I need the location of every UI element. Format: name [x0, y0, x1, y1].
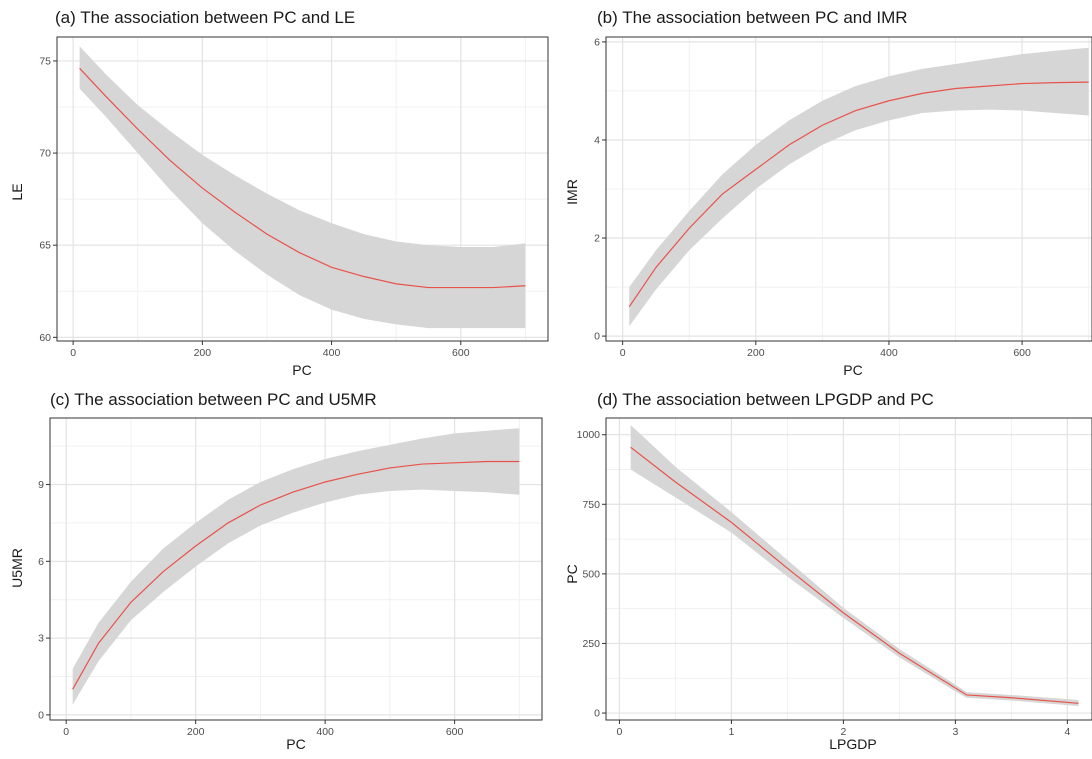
panel-d-gridlines [606, 418, 1092, 720]
y-tick-label: 0 [38, 709, 44, 721]
panel-c-title: (c) The association between PC and U5MR [50, 390, 377, 409]
panel-c-plot: 0 200 400 600 0 3 6 9 [38, 417, 543, 738]
y-tick-label: 0 [594, 331, 600, 343]
panel-a-plot: 0 200 400 600 60 65 70 75 [39, 36, 549, 359]
panel-b-fit-line [628, 81, 1089, 308]
panel-b-y-axis-title: IMR [564, 179, 580, 205]
x-tick-label: 400 [316, 726, 334, 738]
y-tick-label: 250 [582, 638, 600, 650]
x-tick-label: 400 [880, 347, 898, 359]
x-tick-label: 400 [323, 347, 341, 359]
panel-b-plot: 0 200 400 600 0 2 4 6 [594, 36, 1092, 359]
y-tick-label: 0 [594, 708, 600, 720]
x-tick-label: 3 [952, 726, 958, 738]
panel-a-y-axis-title: LE [9, 183, 25, 200]
panel-c-x-axis-title: PC [286, 736, 305, 752]
panel-b-confidence-band [629, 47, 1089, 327]
y-tick-label: 2 [594, 233, 600, 245]
panel-c-y-axis-title: U5MR [9, 548, 25, 588]
panel-c: (c) The association between PC and U5MR … [9, 390, 543, 752]
panel-d-title: (d) The association between LPGDP and PC [597, 390, 934, 409]
panel-c-confidence-band [72, 428, 520, 705]
y-tick-label: 9 [38, 479, 44, 491]
y-tick-label: 6 [38, 556, 44, 568]
x-tick-label: 200 [187, 726, 205, 738]
panel-b-x-axis-title: PC [843, 362, 862, 378]
x-tick-label: 0 [617, 726, 623, 738]
y-tick-label: 750 [582, 499, 600, 511]
panel-a-title: (a) The association between PC and LE [55, 8, 355, 27]
y-tick-label: 4 [594, 134, 600, 146]
y-tick-label: 75 [39, 55, 51, 67]
panel-d-x-axis-title: LPGDP [829, 736, 876, 752]
panel-a: (a) The association between PC and LE 0 2… [9, 8, 549, 378]
panel-d-plot: 0 1 2 3 4 0 250 500 750 1000 [577, 417, 1092, 738]
x-tick-label: 0 [620, 347, 626, 359]
panel-b-frame [605, 36, 1092, 342]
panel-a-frame [56, 36, 549, 342]
panel-d-y-axis-title: PC [564, 564, 580, 583]
x-tick-label: 0 [63, 726, 69, 738]
y-tick-label: 70 [39, 148, 51, 160]
panel-d-frame [605, 417, 1092, 721]
x-tick-label: 600 [446, 726, 464, 738]
panel-a-confidence-band [79, 46, 526, 329]
panel-c-frame [49, 417, 543, 721]
panel-d: (d) The association between LPGDP and PC… [564, 390, 1092, 752]
panel-c-fit-line [72, 460, 520, 690]
x-tick-label: 1 [728, 726, 734, 738]
y-tick-label: 1000 [577, 429, 601, 441]
x-tick-label: 600 [1013, 347, 1031, 359]
y-tick-label: 6 [594, 36, 600, 48]
y-tick-label: 3 [38, 633, 44, 645]
x-tick-label: 200 [747, 347, 765, 359]
panel-b-title: (b) The association between PC and IMR [597, 8, 908, 27]
x-tick-label: 600 [452, 347, 470, 359]
x-tick-label: 4 [1064, 726, 1070, 738]
y-tick-label: 60 [39, 332, 51, 344]
panel-b: (b) The association between PC and IMR 0… [564, 8, 1092, 378]
panel-a-fit-line [79, 67, 526, 289]
panel-d-fit-line [630, 446, 1079, 704]
x-tick-label: 0 [70, 347, 76, 359]
y-tick-label: 500 [582, 568, 600, 580]
panel-a-x-axis-title: PC [292, 362, 311, 378]
y-tick-label: 65 [39, 240, 51, 252]
x-tick-label: 200 [194, 347, 212, 359]
x-tick-label: 2 [840, 726, 846, 738]
